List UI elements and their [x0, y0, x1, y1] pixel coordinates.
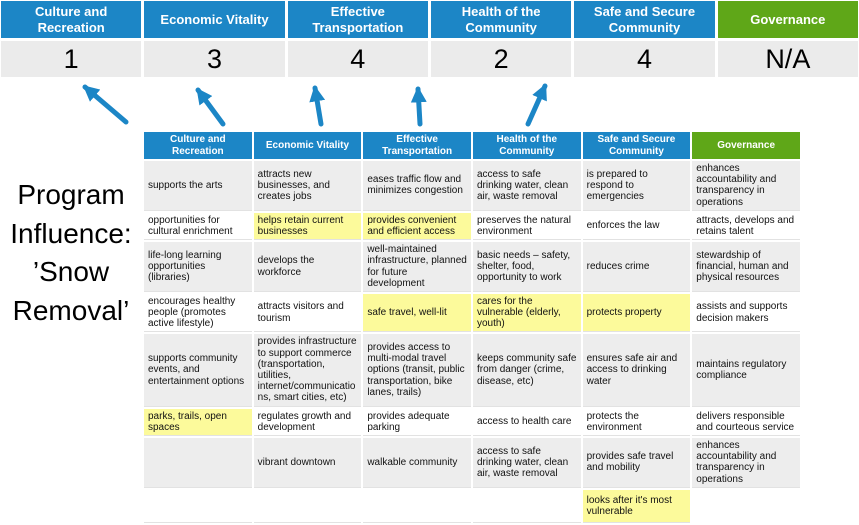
- matrix-cell-r7-c5: provides safe travel and mobility: [582, 437, 691, 488]
- matrix-cell-r1-c3: eases traffic flow and minimizes congest…: [363, 161, 471, 211]
- matrix-cell-r7-c6: enhances accountability and transparency…: [692, 437, 800, 488]
- matrix-row-5: supports community events, and entertain…: [144, 334, 800, 407]
- matrix-cell-r6-c2: regulates growth and development: [253, 408, 362, 436]
- influence-matrix-table: Culture and Recreation Economic Vitality E…: [142, 130, 802, 525]
- matrix-cell-r3-c3: well-maintained infrastructure, planned …: [363, 242, 471, 292]
- matrix-cell-r5-c3: provides access to multi-modal travel op…: [363, 334, 471, 407]
- matrix-cell-r5-c6: maintains regulatory compliance: [692, 334, 800, 407]
- influence-arrow-2: [195, 87, 226, 127]
- program-title: Program Influence: ’Snow Removal’: [0, 176, 142, 331]
- category-header-row: Culture and Recreation Economic Vitality E…: [1, 1, 858, 38]
- matrix-cell-r6-c3: provides adequate parking: [363, 408, 471, 436]
- matrix-cell-r6-c1: parks, trails, open spaces: [144, 408, 252, 436]
- matrix-cell-r4-c1: encourages healthy people (promotes acti…: [144, 293, 252, 333]
- influence-arrow-3: [309, 85, 326, 127]
- matrix-header-safe-and-secure-community: Safe and Secure Community: [582, 132, 691, 159]
- matrix-cell-r2-c2: helps retain current businesses: [253, 212, 362, 241]
- matrix-cell-r3-c1: life-long learning opportunities (librar…: [144, 242, 252, 292]
- program-title-line: ’Snow: [32, 256, 110, 288]
- matrix-cell-r4-c5: protects property: [582, 293, 691, 333]
- matrix-cell-r7-c3: walkable community: [363, 437, 471, 488]
- category-header-economic-vitality: Economic Vitality: [144, 1, 285, 38]
- matrix-header-economic-vitality: Economic Vitality: [253, 132, 362, 159]
- influence-arrow-5: [525, 83, 548, 127]
- score-culture-and-recreation: 1: [1, 41, 142, 77]
- program-title-line: Influence:: [10, 217, 132, 249]
- matrix-row-8: looks after it's most vulnerable: [144, 489, 800, 523]
- matrix-cell-r5-c2: provides infrastructure to support comme…: [253, 334, 362, 407]
- matrix-cell-r6-c6: delivers responsible and courteous servi…: [692, 408, 800, 436]
- matrix-cell-r5-c4: keeps community safe from danger (crime,…: [472, 334, 581, 407]
- matrix-cell-r7-c4: access to safe drinking water, clean air…: [472, 437, 581, 488]
- score-row: 1 3 4 2 4 N/A: [1, 41, 858, 77]
- matrix-cell-r8-c5: looks after it's most vulnerable: [582, 489, 691, 523]
- matrix-cell-r4-c2: attracts visitors and tourism: [253, 293, 362, 333]
- category-header-health-of-the-community: Health of the Community: [430, 1, 572, 38]
- matrix-cell-r2-c4: preserves the natural environment: [472, 212, 581, 241]
- program-title-line: Program: [17, 179, 125, 210]
- matrix-header-effective-transportation: Effective Transportation: [363, 132, 471, 159]
- matrix-cell-r2-c6: attracts, develops and retains talent: [692, 212, 800, 241]
- matrix-header-health-of-the-community: Health of the Community: [472, 132, 581, 159]
- matrix-cell-r8-c4: [472, 489, 581, 523]
- matrix-cell-r6-c4: access to health care: [472, 408, 581, 436]
- matrix-row-2: opportunities for cultural enrichment hel…: [144, 212, 800, 241]
- matrix-cell-r8-c2: [253, 489, 362, 523]
- matrix-cell-r8-c6: [692, 489, 800, 523]
- matrix-cell-r6-c5: protects the environment: [582, 408, 691, 436]
- matrix-cell-r7-c1: [144, 437, 252, 488]
- matrix-cell-r1-c4: access to safe drinking water, clean air…: [472, 161, 581, 211]
- category-header-effective-transportation: Effective Transportation: [287, 1, 428, 38]
- matrix-cell-r3-c6: stewardship of financial, human and phys…: [692, 242, 800, 292]
- matrix-row-6: parks, trails, open spaces regulates grow…: [144, 408, 800, 436]
- matrix-cell-r1-c1: supports the arts: [144, 161, 252, 211]
- matrix-cell-r8-c1: [144, 489, 252, 523]
- matrix-row-7: vibrant downtown walkable community access…: [144, 437, 800, 488]
- matrix-row-3: life-long learning opportunities (librar…: [144, 242, 800, 292]
- category-header-culture-and-recreation: Culture and Recreation: [1, 1, 142, 38]
- matrix-header-governance: Governance: [692, 132, 800, 159]
- matrix-body: supports the arts attracts new businesses…: [144, 161, 800, 523]
- score-governance: N/A: [717, 41, 858, 77]
- matrix-cell-r5-c1: supports community events, and entertain…: [144, 334, 252, 407]
- matrix-cell-r4-c3: safe travel, well-lit: [363, 293, 471, 333]
- matrix-cell-r1-c6: enhances accountability and transparency…: [692, 161, 800, 211]
- matrix-cell-r3-c5: reduces crime: [582, 242, 691, 292]
- matrix-cell-r8-c3: [363, 489, 471, 523]
- matrix-row-1: supports the arts attracts new businesses…: [144, 161, 800, 211]
- matrix-cell-r1-c5: is prepared to respond to emergencies: [582, 161, 691, 211]
- score-effective-transportation: 4: [287, 41, 428, 77]
- matrix-cell-r3-c2: develops the workforce: [253, 242, 362, 292]
- matrix-header-row: Culture and Recreation Economic Vitality E…: [144, 132, 800, 159]
- score-economic-vitality: 3: [144, 41, 285, 77]
- matrix-cell-r2-c5: enforces the law: [582, 212, 691, 241]
- category-header-governance: Governance: [717, 1, 858, 38]
- influence-arrow-4: [410, 86, 427, 127]
- matrix-cell-r4-c6: assists and supports decision makers: [692, 293, 800, 333]
- matrix-cell-r4-c4: cares for the vulnerable (elderly, youth…: [472, 293, 581, 333]
- influence-arrow-1: [82, 84, 129, 125]
- score-safe-and-secure-community: 4: [574, 41, 715, 77]
- matrix-row-4: encourages healthy people (promotes acti…: [144, 293, 800, 333]
- matrix-cell-r2-c1: opportunities for cultural enrichment: [144, 212, 252, 241]
- program-title-line: Removal’: [12, 294, 130, 326]
- matrix-cell-r2-c3: provides convenient and efficient access: [363, 212, 471, 241]
- matrix-cell-r5-c5: ensures safe air and access to drinking …: [582, 334, 691, 407]
- matrix-cell-r1-c2: attracts new businesses, and creates job…: [253, 161, 362, 211]
- matrix-cell-r3-c4: basic needs – safety, shelter, food, opp…: [472, 242, 581, 292]
- matrix-header-culture-and-recreation: Culture and Recreation: [144, 132, 252, 159]
- category-header-safe-and-secure-community: Safe and Secure Community: [574, 1, 715, 38]
- score-health-of-the-community: 2: [430, 41, 572, 77]
- matrix-cell-r7-c2: vibrant downtown: [253, 437, 362, 488]
- influence-arrows: [82, 83, 548, 127]
